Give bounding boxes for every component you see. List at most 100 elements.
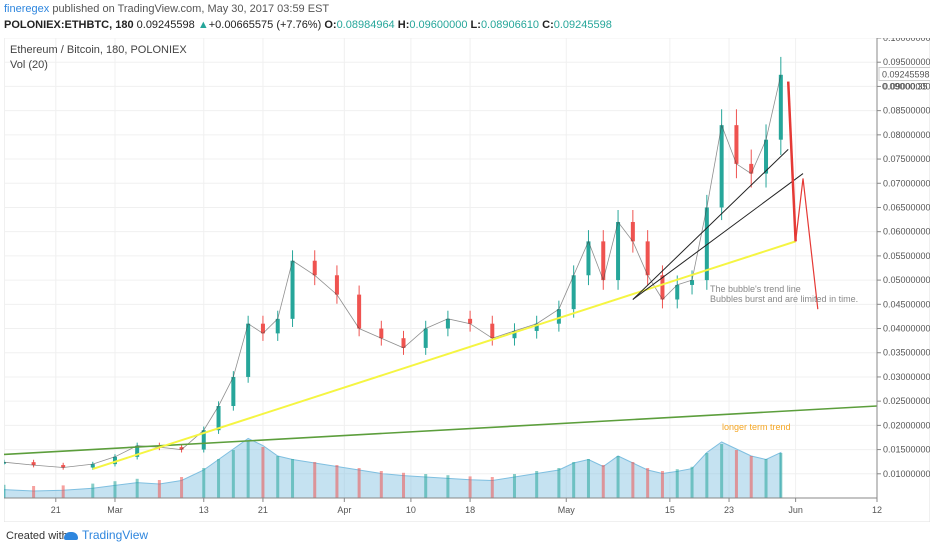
channel-line-lower — [632, 173, 804, 300]
low-label: L: — [470, 19, 481, 31]
volume-bar — [291, 459, 295, 498]
symbol-label: POLONIEX:ETHBTC, 180 — [4, 19, 134, 31]
close-label: C: — [542, 19, 554, 31]
candle-body — [764, 139, 769, 174]
candle-body — [379, 328, 384, 339]
volume-bar — [202, 468, 206, 498]
volume-bar — [690, 466, 694, 498]
y-tick-label: 0.08000000 — [883, 130, 930, 140]
change-arrow-icon: ▲ — [197, 19, 209, 31]
candle-body — [704, 207, 709, 281]
candle-body — [401, 338, 406, 348]
last-price: 0.09245598 — [136, 19, 195, 31]
change-value: +0.00665575 (+7.76%) — [208, 19, 322, 31]
volume-bar — [631, 462, 635, 498]
volume-bar — [535, 471, 539, 498]
volume-bar — [4, 484, 6, 498]
candle-body — [616, 222, 621, 281]
volume-bar — [734, 450, 738, 498]
countdown-label: 00:35 — [905, 81, 928, 91]
candle-body — [468, 318, 473, 324]
volume-bar — [601, 465, 605, 498]
candle-body — [660, 275, 665, 300]
candle-body — [290, 260, 295, 319]
y-tick-label: 0.09500000 — [883, 57, 930, 67]
bubble-trendline — [92, 240, 796, 470]
y-tick-label: 0.06000000 — [883, 227, 930, 237]
candle-body — [490, 323, 495, 339]
volume-bar — [720, 444, 724, 498]
candle-body — [61, 465, 66, 468]
x-tick-label: Jun — [788, 505, 803, 515]
y-tick-label: 0.05500000 — [883, 251, 930, 261]
x-tick-label: 12 — [872, 505, 882, 515]
candle-body — [260, 323, 265, 334]
volume-label: Vol (20) — [10, 59, 48, 71]
x-tick-label: 21 — [51, 505, 61, 515]
volume-bar — [402, 472, 406, 498]
volume-bar — [490, 477, 494, 498]
open-value: 0.08984964 — [336, 19, 395, 31]
volume-bar — [180, 477, 184, 498]
created-with-text: Created with — [6, 530, 68, 542]
y-tick-label: 0.02000000 — [883, 420, 930, 430]
y-tick-label: 0.08500000 — [883, 106, 930, 116]
publish-info: fineregex published on TradingView.com, … — [4, 3, 329, 15]
y-tick-label: 0.10000000 — [883, 38, 930, 43]
volume-bar — [276, 456, 280, 498]
candle-body — [357, 294, 362, 329]
chart-header: fineregex published on TradingView.com, … — [0, 0, 932, 38]
candle-body — [719, 125, 724, 208]
candle-body — [216, 406, 221, 431]
volume-bar — [113, 481, 117, 498]
candle-body — [312, 260, 317, 276]
volume-bar — [135, 478, 139, 498]
x-tick-label: May — [558, 505, 576, 515]
candle-body — [231, 376, 236, 406]
y-tick-label: 0.04500000 — [883, 299, 930, 309]
x-tick-label: 21 — [258, 505, 268, 515]
annotation-longer-term-trend: longer term trend — [722, 422, 791, 432]
candle-body — [246, 323, 251, 377]
close-value: 0.09245598 — [553, 19, 612, 31]
candle-body — [534, 323, 539, 331]
candle-body — [556, 309, 561, 324]
volume-bar — [512, 474, 516, 498]
volume-bar — [32, 486, 36, 498]
candle-body — [675, 284, 680, 300]
volume-bar — [61, 485, 65, 498]
volume-bar — [705, 453, 709, 498]
candle-body — [201, 430, 206, 450]
volume-bar — [646, 468, 650, 498]
volume-bar — [261, 447, 265, 498]
y-tick-label: 0.07000000 — [883, 178, 930, 188]
author-link[interactable]: fineregex — [4, 3, 50, 15]
last-price-label: 0.09245598 — [882, 70, 930, 80]
candle-body — [90, 464, 95, 468]
low-value: 0.08906610 — [480, 19, 540, 31]
price-chart[interactable]: 0.10000000 0.09500000 0.09000000 0.08500000… — [4, 38, 930, 522]
projected-bounce-line — [795, 178, 819, 310]
volume-bar — [557, 468, 561, 498]
longer-term-trendline — [4, 405, 878, 456]
candle-body — [749, 163, 754, 174]
x-tick-label: 10 — [406, 505, 416, 515]
tradingview-logo[interactable]: TradingView — [64, 528, 148, 542]
volume-bar — [335, 465, 339, 498]
high-label: H: — [397, 19, 410, 31]
candle-body — [275, 318, 280, 334]
volume-bar — [572, 462, 576, 498]
candle-body — [4, 462, 6, 464]
channel-line-upper — [632, 149, 789, 300]
volume-bar — [313, 462, 317, 498]
x-tick-label: Apr — [337, 505, 351, 515]
volume-bar — [246, 441, 250, 498]
partial-price-label: 0.090 — [882, 81, 905, 91]
candle-body — [334, 275, 339, 295]
published-text: published on TradingView.com, May 30, 20… — [49, 3, 330, 15]
high-value: 0.09600000 — [409, 19, 468, 31]
candle-body — [586, 241, 591, 276]
y-tick-label: 0.02500000 — [883, 396, 930, 406]
volume-bar — [379, 471, 383, 498]
candle-body — [690, 280, 695, 285]
